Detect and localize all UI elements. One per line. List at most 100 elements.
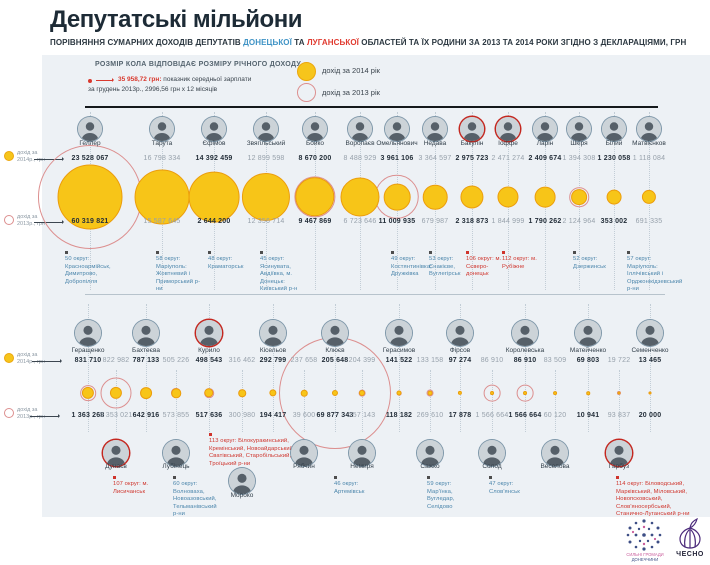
deputy-photo: [496, 117, 520, 141]
person-icon: [602, 117, 626, 141]
district-label: 50 округ: Красноармійськ, Димитрово, Доб…: [65, 251, 117, 286]
column-guide-line: [430, 370, 431, 432]
income-2013-value: 60 319 821: [71, 218, 109, 225]
deputy-photo: [150, 117, 174, 141]
income-2014-bubble: [204, 388, 214, 398]
person-icon: [637, 117, 661, 141]
district-bullet: [489, 476, 492, 479]
arrow-icon: [96, 78, 114, 82]
footer-logos: СИЛЬНІ ГРОМАДИ ДОНЕЧЧИНИ ЧЕСНО: [620, 518, 708, 563]
income-2013-value: 2 124 964: [562, 218, 596, 225]
person-icon: [133, 320, 159, 346]
district-text: 57 округ: Маріуполь: Іллічівський і Ордж…: [627, 256, 683, 293]
district-label: 60 округ: Волноваха, Новоазовський, Тель…: [173, 476, 221, 519]
income-2014-bubble: [427, 390, 433, 396]
income-2014-bubble: [617, 391, 621, 395]
district-text: 48 округ: Краматорськ: [208, 256, 244, 270]
district-bullet: [65, 251, 68, 254]
district-text: 59 округ: Мар'їнка, Вугледар, Селідово: [427, 481, 455, 510]
income-2014-value: 2 409 674: [528, 155, 562, 162]
person-icon: [196, 320, 222, 346]
district-bullet: [616, 476, 619, 479]
subtitle-part: ДОНЕЦЬКОЇ: [243, 38, 292, 47]
district-bullet: [627, 251, 630, 254]
income-2013-value: 5 353 021: [99, 412, 133, 419]
income-2014-value: 69 803: [576, 357, 600, 364]
axis-label-2014-row2: дохід за 2014р., грн: [4, 352, 64, 367]
person-icon: [447, 320, 473, 346]
deputy-photo: [75, 320, 101, 346]
income-2014-value: 237 658: [290, 357, 318, 364]
income-2014-value: 316 462: [228, 357, 256, 364]
deputy-photo: [163, 440, 189, 466]
district-bullet: [391, 251, 394, 254]
district-label: 53 округ: Єнакієве, Вуглегірськ: [429, 251, 469, 279]
deputy-photo: [479, 440, 505, 466]
income-2013-value: 1 566 664: [475, 412, 509, 419]
income-2014-value: 204 399: [348, 357, 376, 364]
income-2014-value: 19 722: [607, 357, 631, 364]
deputy-name: Ларін: [536, 140, 554, 147]
page-title: Депутатські мільйони: [50, 6, 302, 33]
income-2013-value: 39 600: [292, 412, 316, 419]
district-label: 112 округ: м. Рубіжне: [502, 251, 542, 271]
person-icon: [542, 440, 568, 466]
income-2014-bubble: [383, 183, 411, 211]
income-2013-value: 1 566 664: [508, 412, 542, 419]
yellow-circle-icon: [4, 151, 14, 161]
district-text: 112 округ: м. Рубіжне: [502, 256, 537, 270]
person-icon: [496, 117, 520, 141]
person-icon: [386, 320, 412, 346]
person-icon: [575, 320, 601, 346]
deputy-name: Кісельов: [259, 347, 287, 354]
deputy-photo: [423, 117, 447, 141]
deputy-name: Сажко: [420, 463, 440, 470]
deputy-name: Геращенко: [71, 347, 105, 354]
income-2014-value: 8 488 929: [343, 155, 377, 162]
district-bullet: [334, 476, 337, 479]
income-2014-value: 13 465: [638, 357, 662, 364]
district-label: 113 округ: Білокуракинський, Кремінський…: [209, 433, 295, 468]
deputy-name: Матейченко: [569, 347, 607, 354]
district-bullet: [156, 251, 159, 254]
strong-communities-logo-icon: [626, 519, 662, 551]
deputy-name: Фірсов: [449, 347, 471, 354]
district-bullet: [173, 476, 176, 479]
income-2014-bubble: [241, 172, 291, 222]
income-2013-bubble: [294, 176, 336, 218]
income-2013-value: 60 120: [543, 412, 567, 419]
deputy-photo: [512, 320, 538, 346]
income-2014-value: 86 910: [513, 357, 537, 364]
deputy-name: Бойко: [305, 140, 325, 147]
deputy-photo: [606, 440, 632, 466]
deputy-photo: [133, 320, 159, 346]
person-icon: [291, 440, 317, 466]
district-bullet: [573, 251, 576, 254]
income-2014-bubble: [109, 386, 123, 400]
income-2014-value: 133 158: [416, 357, 444, 364]
income-2013-value: 691 335: [635, 218, 663, 225]
column-guide-line: [525, 304, 526, 432]
income-2013-value: 1 844 999: [491, 218, 525, 225]
deputy-name: Герасимов: [382, 347, 416, 354]
income-2013-value: 300 980: [228, 412, 256, 419]
income-2014-bubble: [422, 184, 448, 210]
deputy-photo: [78, 117, 102, 141]
income-2014-bubble: [460, 185, 484, 209]
red-dot-icon: [88, 79, 92, 83]
income-2013-bubble: [616, 390, 622, 396]
income-2013-value: 1 363 268: [71, 412, 105, 419]
axis-label-2014-row1: дохід за 2014р., грн: [4, 150, 64, 165]
deputy-photo: [260, 320, 286, 346]
deputy-name: Мороко: [230, 492, 254, 499]
income-2013-value: 93 837: [607, 412, 631, 419]
deputy-photo: [542, 440, 568, 466]
income-2014-bubble: [269, 389, 277, 397]
person-icon: [349, 440, 375, 466]
income-2013-value: 9 467 869: [298, 218, 332, 225]
deputy-photo: [202, 117, 226, 141]
district-label: 107 округ: м. Лисичанськ: [113, 476, 159, 496]
income-2014-value: 831 710: [74, 357, 102, 364]
income-2014-bubble: [188, 171, 240, 223]
deputy-photo: [103, 440, 129, 466]
